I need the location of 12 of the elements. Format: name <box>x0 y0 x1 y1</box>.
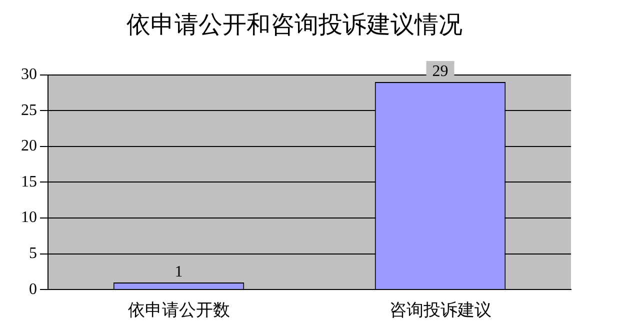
y-tick-label: 30 <box>21 66 37 84</box>
x-tick-label: 依申请公开数 <box>128 300 230 320</box>
y-tick-label: 25 <box>21 102 37 119</box>
y-tick-label: 0 <box>29 280 37 298</box>
chart-title: 依申请公开和咨询投诉建议情况 <box>126 10 462 39</box>
data-label: 29 <box>432 63 448 80</box>
y-tick-label: 15 <box>21 173 37 190</box>
y-tick-label: 20 <box>21 138 37 155</box>
y-tick-label: 10 <box>21 209 37 226</box>
data-label: 1 <box>174 264 183 281</box>
y-tick-label: 5 <box>29 245 37 262</box>
x-tick-label: 咨询投诉建议 <box>389 300 492 320</box>
